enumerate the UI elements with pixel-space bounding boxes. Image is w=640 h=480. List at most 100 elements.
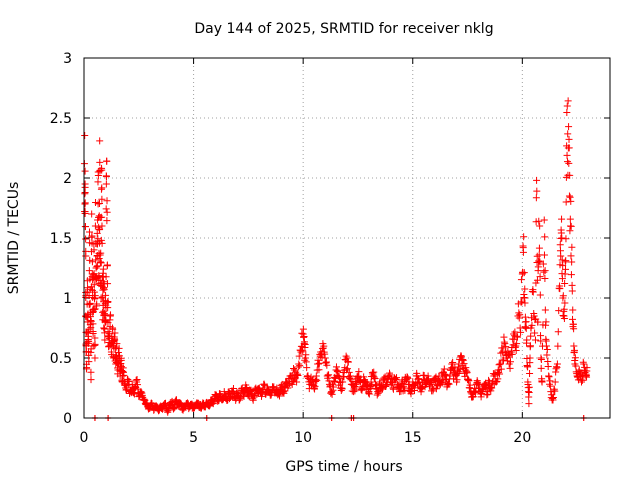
data-point: [530, 312, 538, 320]
data-point: [102, 205, 110, 213]
data-point: [103, 197, 111, 205]
x-axis-label: GPS time / hours: [285, 459, 402, 475]
data-point: [275, 392, 283, 400]
data-point: [562, 265, 570, 273]
data-point: [566, 215, 574, 223]
data-point: [323, 361, 331, 369]
data-point: [555, 307, 563, 315]
data-point: [328, 390, 336, 398]
data-point: [209, 399, 217, 407]
data-point: [478, 386, 486, 394]
data-point: [485, 376, 493, 384]
data-point: [526, 359, 534, 367]
data-point: [96, 251, 104, 259]
data-points: [80, 97, 591, 421]
data-point: [85, 267, 93, 275]
data-point: [438, 379, 446, 387]
data-point: [386, 371, 394, 379]
data-point: [583, 367, 591, 375]
data-point: [566, 193, 574, 201]
data-point: [520, 294, 528, 302]
data-point: [535, 244, 543, 252]
data-point: [583, 373, 591, 381]
data-point: [521, 299, 529, 307]
data-point: [543, 345, 551, 353]
data-point: [483, 391, 491, 399]
data-point: [87, 345, 95, 353]
data-point: [536, 291, 544, 299]
data-point: [563, 108, 571, 116]
data-point: [310, 381, 318, 389]
data-point: [549, 394, 557, 402]
data-point: [88, 258, 96, 266]
data-point: [562, 257, 570, 265]
data-point: [528, 321, 536, 329]
data-point: [85, 301, 93, 309]
data-point: [98, 293, 106, 301]
data-point: [362, 378, 370, 386]
data-point: [391, 375, 399, 383]
data-point: [332, 363, 340, 371]
data-point: [90, 246, 98, 254]
data-point: [459, 355, 467, 363]
data-point: [373, 391, 381, 399]
x-tick-label: 0: [80, 430, 89, 446]
data-point: [496, 360, 504, 368]
data-point: [484, 390, 492, 398]
x-tick-label: 5: [189, 430, 198, 446]
data-point: [565, 135, 573, 143]
data-point: [120, 371, 128, 379]
data-point: [176, 399, 184, 407]
data-point: [85, 337, 93, 345]
data-point: [561, 299, 569, 307]
data-point: [526, 342, 534, 350]
data-point: [565, 123, 573, 131]
data-point: [553, 363, 561, 371]
tick-labels: 0 5 10 15 20 0 0.5 1 1.5 2 2.5 3: [50, 51, 532, 446]
y-axis-label: SRMTID / TECUs: [6, 182, 22, 295]
data-point: [279, 388, 287, 396]
data-point: [569, 315, 577, 323]
data-point: [523, 355, 531, 363]
data-point: [529, 286, 537, 294]
data-point: [557, 229, 565, 237]
data-point: [364, 389, 372, 397]
data-point: [91, 340, 99, 348]
data-point: [98, 213, 106, 221]
data-point: [415, 375, 423, 383]
data-point: [456, 365, 464, 373]
data-point: [520, 269, 528, 277]
y-tick-label: 3: [63, 51, 72, 67]
data-point: [513, 340, 521, 348]
data-point: [100, 324, 108, 332]
data-point: [351, 387, 359, 395]
data-point: [525, 400, 533, 408]
data-point: [96, 137, 104, 145]
data-point: [111, 345, 119, 353]
data-point: [343, 365, 351, 373]
data-point: [85, 325, 93, 333]
data-point: [569, 306, 577, 314]
data-point: [518, 298, 526, 306]
data-point: [104, 297, 112, 305]
data-point: [567, 222, 575, 230]
data-point: [577, 375, 585, 383]
data-point: [101, 329, 109, 337]
data-point: [312, 375, 320, 383]
data-point: [382, 382, 390, 390]
y-tick-label: 1: [63, 291, 72, 307]
data-point: [570, 325, 578, 333]
plot-frame: [83, 57, 611, 419]
data-point: [520, 233, 528, 241]
data-point: [527, 332, 535, 340]
data-point: [81, 131, 89, 139]
data-point: [89, 330, 97, 338]
data-point: [321, 350, 329, 358]
data-point: [564, 97, 572, 105]
data-point: [294, 363, 302, 371]
data-point: [466, 381, 474, 389]
data-point: [541, 275, 549, 283]
data-point: [568, 243, 576, 251]
data-point: [565, 159, 573, 167]
data-point: [90, 281, 98, 289]
